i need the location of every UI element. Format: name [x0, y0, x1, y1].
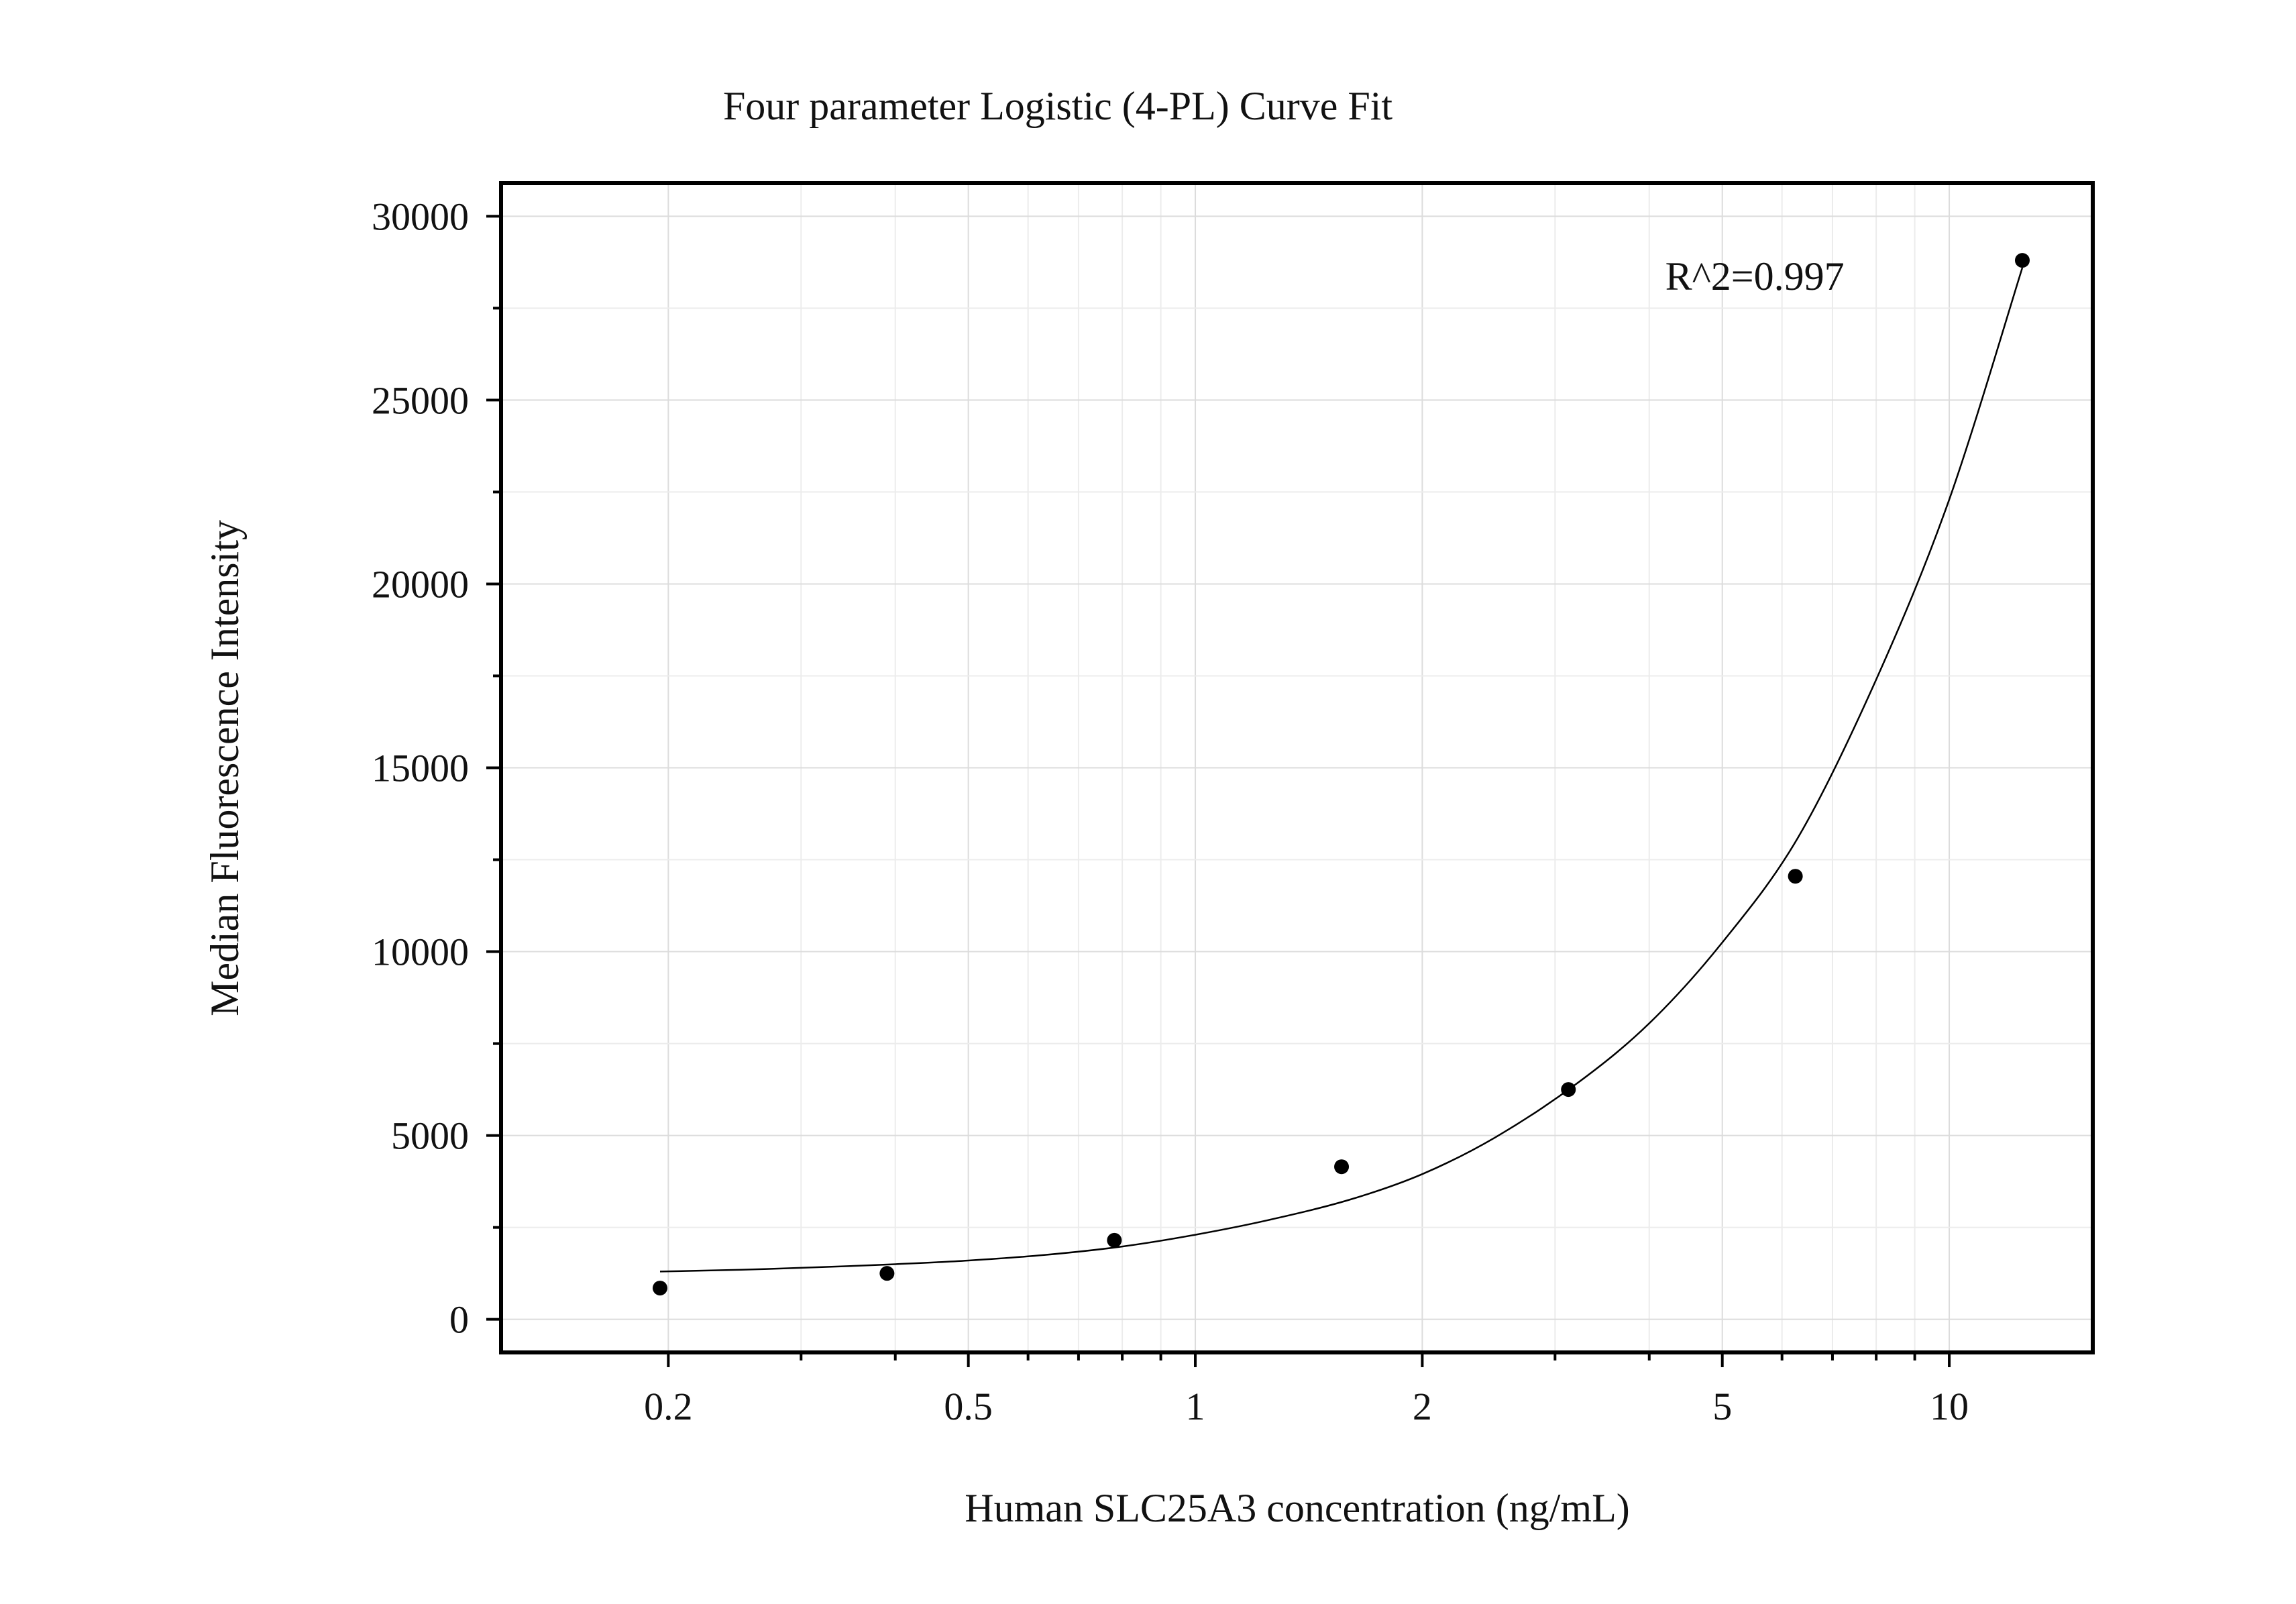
- x-axis-label: Human SLC25A3 concentration (ng/mL): [965, 1486, 1629, 1530]
- data-point: [1107, 1232, 1122, 1248]
- x-tick-label: 10: [1930, 1385, 1969, 1428]
- x-tick-label: 0.2: [644, 1385, 693, 1428]
- y-tick-label: 20000: [372, 562, 469, 606]
- fit-curve: [659, 267, 2024, 1273]
- data-points: [653, 253, 2030, 1296]
- y-axis-label: Median Fluorescence Intensity: [203, 520, 247, 1016]
- data-point: [1334, 1159, 1350, 1175]
- data-point: [1788, 869, 1803, 884]
- data-point: [1561, 1082, 1576, 1098]
- data-point: [2014, 253, 2030, 268]
- tick-labels: 0.2 0.5 1 2 5 10 0 5000 10000 15000 20000 25000 3000…: [372, 195, 1969, 1428]
- y-tick-label: 25000: [372, 378, 469, 422]
- y-tick-label: 5000: [391, 1114, 469, 1158]
- chart-title: Four parameter Logistic (4-PL) Curve Fit: [723, 84, 1392, 128]
- plot-frame: [499, 181, 2095, 1354]
- r-squared-annotation: R^2=0.997: [1665, 254, 1845, 299]
- y-tick-label: 0: [449, 1298, 469, 1342]
- x-tick-label: 2: [1413, 1385, 1432, 1428]
- y-tick-label: 30000: [372, 195, 469, 238]
- x-tick-label: 1: [1186, 1385, 1205, 1428]
- data-point: [879, 1266, 895, 1281]
- x-tick-label: 5: [1712, 1385, 1732, 1428]
- data-point: [653, 1281, 668, 1296]
- y-tick-label: 15000: [372, 747, 469, 790]
- y-tick-label: 10000: [372, 930, 469, 974]
- x-tick-label: 0.5: [944, 1385, 993, 1428]
- grid: [501, 183, 2093, 1352]
